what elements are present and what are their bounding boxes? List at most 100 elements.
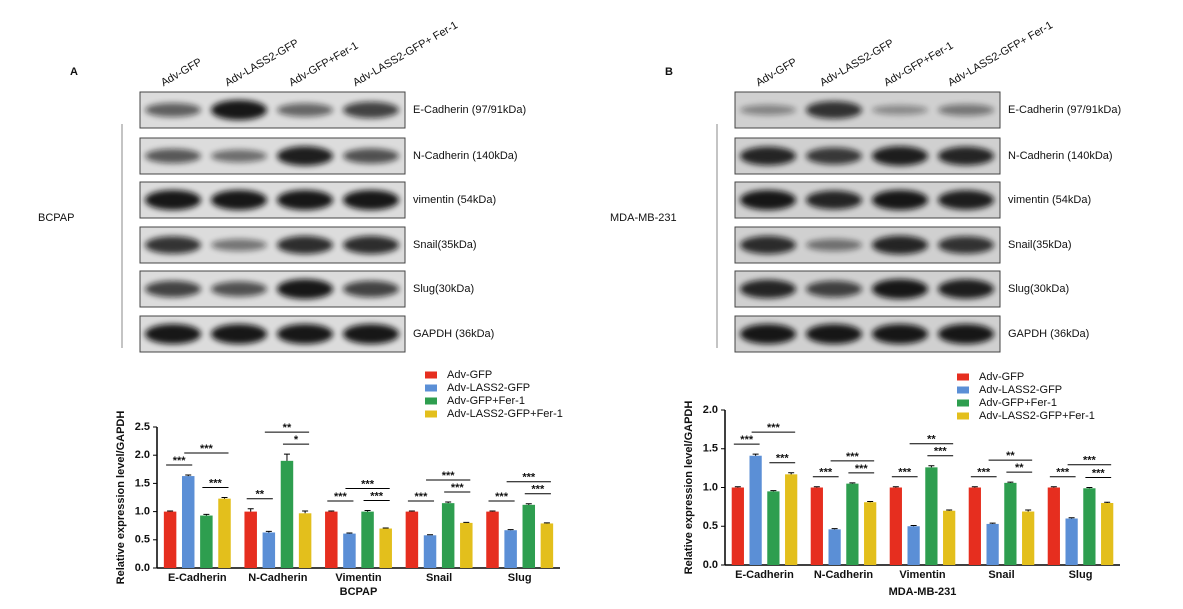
blot-band [938, 236, 994, 254]
blot-band [806, 101, 862, 119]
blot-band [740, 279, 796, 299]
significance-label: *** [200, 443, 214, 455]
x-tick-label: Snail [988, 569, 1014, 581]
legend-label: Adv-GFP+Fer-1 [979, 397, 1057, 409]
bar [200, 515, 213, 568]
blot-band [872, 105, 928, 115]
band-label: vimentin (54kDa) [413, 194, 496, 206]
x-axis-label: BCPAP [340, 586, 378, 598]
significance-label: *** [855, 463, 869, 475]
blot-band [211, 149, 267, 163]
blot-band [872, 235, 928, 255]
bar [441, 503, 455, 568]
y-tick-label: 2.5 [135, 421, 150, 433]
error-bar [989, 522, 996, 524]
blot-band [872, 279, 928, 299]
x-tick-label: Slug [508, 572, 532, 584]
band-label: GAPDH (36kDa) [413, 328, 494, 340]
bar [343, 533, 356, 568]
bar [325, 511, 338, 568]
bar [262, 532, 276, 568]
blot-band [145, 236, 201, 254]
error-bar [831, 528, 838, 530]
significance-label: ** [927, 434, 936, 446]
significance-label: *** [495, 491, 509, 503]
lane-label: Adv-GFP [159, 56, 204, 89]
legend-label: Adv-LASS2-GFP+Fer-1 [979, 410, 1095, 422]
error-bar [892, 486, 899, 488]
bar [1004, 482, 1017, 565]
significance-label: *** [934, 446, 948, 458]
bar [785, 474, 798, 565]
bar [749, 455, 762, 565]
significance-label: *** [1056, 467, 1070, 479]
blot-band [872, 146, 928, 166]
y-tick-label: 2.0 [703, 404, 718, 416]
significance-label: * [294, 434, 299, 446]
bar [181, 476, 195, 568]
bar [1101, 503, 1114, 565]
bar [1065, 518, 1078, 565]
bar [943, 510, 956, 565]
error-bar [788, 472, 795, 475]
bar [889, 487, 902, 565]
error-bar [346, 532, 353, 534]
legend-swatch [425, 371, 437, 379]
bar [1047, 487, 1060, 565]
legend-swatch [425, 397, 437, 405]
legend-swatch [957, 373, 969, 381]
error-bar [1068, 517, 1075, 519]
significance-label: *** [361, 478, 375, 490]
significance-label: *** [522, 472, 536, 484]
x-tick-label: E-Cadherin [735, 569, 794, 581]
bar [379, 528, 392, 568]
significance-label: ** [283, 422, 292, 434]
error-bar [463, 521, 470, 523]
significance-label: *** [370, 490, 384, 502]
error-bar [185, 474, 192, 477]
bar [540, 523, 554, 568]
bar [731, 487, 744, 565]
band-label: Snail(35kDa) [413, 239, 477, 251]
significance-label: *** [846, 451, 860, 463]
error-bar [283, 453, 290, 461]
error-bar [928, 465, 935, 468]
bar [280, 460, 294, 568]
error-bar [1025, 509, 1032, 512]
significance-label: *** [977, 467, 991, 479]
blot-band [872, 190, 928, 210]
error-bar [867, 500, 874, 503]
bar [522, 504, 536, 568]
error-bar [770, 490, 777, 492]
lane-label: Adv-LASS2-GFP+ Fer-1 [946, 19, 1055, 89]
y-tick-label: 1.0 [135, 506, 150, 518]
band-label: Snail(35kDa) [1008, 239, 1072, 251]
error-bar [382, 527, 389, 529]
legend-label: Adv-LASS2-GFP [447, 382, 530, 394]
band-label: Slug(30kDa) [413, 283, 474, 295]
band-label: E-Cadherin (97/91kDa) [413, 104, 526, 116]
error-bar [427, 534, 434, 536]
bar [1083, 488, 1096, 565]
blot-band [211, 190, 267, 210]
blot-band [277, 279, 333, 299]
error-bar [1050, 486, 1057, 488]
blot-band [211, 100, 267, 120]
error-bar [203, 513, 210, 516]
blot-band [938, 146, 994, 166]
bar [460, 522, 473, 568]
band-label: N-Cadherin (140kDa) [1008, 150, 1113, 162]
error-bar [525, 503, 532, 505]
significance-label: *** [767, 422, 781, 434]
blot-band [145, 103, 201, 117]
band-label: N-Cadherin (140kDa) [413, 150, 518, 162]
significance-label: *** [1092, 467, 1106, 479]
error-bar [971, 486, 978, 488]
blot-band [938, 279, 994, 299]
bar [828, 529, 841, 565]
blot-band [277, 235, 333, 255]
y-tick-label: 1.5 [703, 443, 718, 455]
y-tick-label: 0.0 [703, 559, 718, 571]
error-bar [364, 509, 371, 512]
x-tick-label: Vimentin [335, 572, 382, 584]
